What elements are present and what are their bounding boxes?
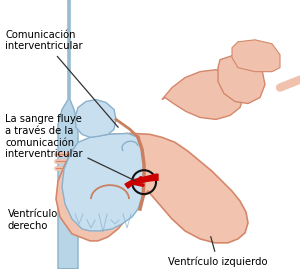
Polygon shape — [218, 55, 265, 103]
Polygon shape — [125, 174, 158, 188]
Polygon shape — [56, 133, 248, 243]
Polygon shape — [58, 0, 78, 269]
Polygon shape — [62, 133, 144, 231]
Text: La sangre fluye
a través de la
comunicación
interventricular: La sangre fluye a través de la comunicac… — [5, 114, 136, 181]
Polygon shape — [232, 40, 280, 72]
Polygon shape — [75, 100, 116, 137]
Text: Ventrículo izquierdo: Ventrículo izquierdo — [168, 237, 268, 267]
Polygon shape — [162, 70, 244, 119]
Text: Comunicación
interventricular: Comunicación interventricular — [5, 30, 118, 127]
Text: Ventrículo
derecho: Ventrículo derecho — [8, 209, 58, 231]
